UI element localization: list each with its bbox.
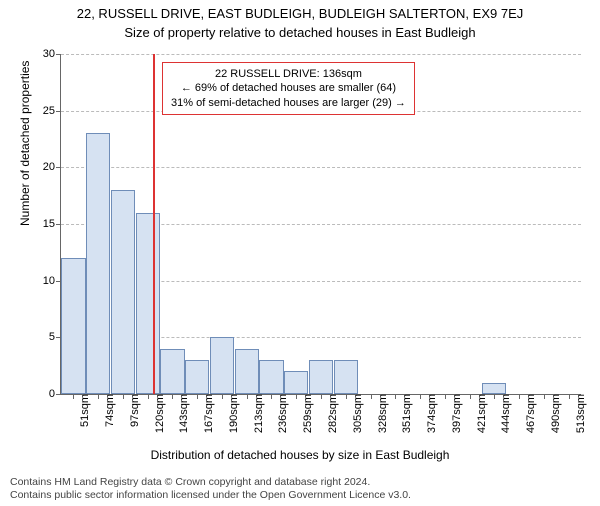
footer-line1: Contains HM Land Registry data © Crown c… — [10, 476, 590, 489]
histogram-bar — [185, 360, 209, 394]
histogram-bar — [259, 360, 283, 394]
histogram-bar — [210, 337, 234, 394]
annotation-line3: 31% of semi-detached houses are larger (… — [171, 96, 406, 110]
x-tick — [371, 394, 372, 399]
x-tick-label: 421sqm — [474, 394, 488, 433]
x-tick — [148, 394, 149, 399]
x-axis-label: Distribution of detached houses by size … — [0, 448, 600, 462]
annotation-line1: 22 RUSSELL DRIVE: 136sqm — [171, 67, 406, 81]
histogram-bar — [309, 360, 333, 394]
x-tick-label: 374sqm — [424, 394, 438, 433]
x-tick — [445, 394, 446, 399]
x-tick-label: 143sqm — [176, 394, 190, 433]
x-tick — [271, 394, 272, 399]
y-tick-label: 25 — [43, 105, 61, 117]
x-tick-label: 74sqm — [102, 394, 116, 427]
x-tick — [519, 394, 520, 399]
x-tick-label: 259sqm — [300, 394, 314, 433]
x-tick-label: 282sqm — [325, 394, 339, 433]
x-tick — [73, 394, 74, 399]
x-tick-label: 97sqm — [127, 394, 141, 427]
x-tick-label: 513sqm — [573, 394, 587, 433]
x-tick-label: 213sqm — [251, 394, 265, 433]
x-tick — [346, 394, 347, 399]
x-tick — [98, 394, 99, 399]
histogram-bar — [111, 190, 135, 394]
x-tick — [569, 394, 570, 399]
x-tick — [395, 394, 396, 399]
x-tick-label: 236sqm — [275, 394, 289, 433]
histogram-bar — [86, 133, 110, 394]
histogram-bar — [284, 371, 308, 394]
x-tick — [494, 394, 495, 399]
x-tick-label: 328sqm — [375, 394, 389, 433]
x-tick-label: 444sqm — [498, 394, 512, 433]
x-tick-label: 167sqm — [201, 394, 215, 433]
x-tick-label: 51sqm — [77, 394, 91, 427]
histogram-bar — [136, 213, 160, 394]
x-tick-label: 397sqm — [449, 394, 463, 433]
y-tick-label: 10 — [43, 275, 61, 287]
annotation-callout: 22 RUSSELL DRIVE: 136sqm ← 69% of detach… — [162, 62, 415, 115]
x-tick — [470, 394, 471, 399]
histogram-bar — [482, 383, 506, 394]
x-tick-label: 190sqm — [226, 394, 240, 433]
x-tick — [321, 394, 322, 399]
histogram-bar — [160, 349, 184, 394]
footer-line2: Contains public sector information licen… — [10, 489, 590, 502]
footer-attribution: Contains HM Land Registry data © Crown c… — [10, 476, 590, 502]
histogram-bar — [334, 360, 358, 394]
x-tick-label: 305sqm — [350, 394, 364, 433]
x-tick — [296, 394, 297, 399]
x-tick-label: 467sqm — [523, 394, 537, 433]
chart-title: 22, RUSSELL DRIVE, EAST BUDLEIGH, BUDLEI… — [0, 6, 600, 23]
grid-line — [61, 167, 581, 168]
y-tick-label: 5 — [49, 331, 61, 343]
annotation-line2: ← 69% of detached houses are smaller (64… — [171, 81, 406, 95]
property-marker-line — [153, 54, 155, 394]
chart-subtitle: Size of property relative to detached ho… — [0, 25, 600, 40]
x-tick — [247, 394, 248, 399]
histogram-bar — [61, 258, 85, 394]
x-tick-label: 351sqm — [399, 394, 413, 433]
x-tick — [544, 394, 545, 399]
y-tick-label: 15 — [43, 218, 61, 230]
y-tick-label: 0 — [49, 388, 61, 400]
x-tick-label: 490sqm — [548, 394, 562, 433]
x-tick — [197, 394, 198, 399]
histogram-bar — [235, 349, 259, 394]
x-tick — [172, 394, 173, 399]
grid-line — [61, 54, 581, 55]
x-tick — [420, 394, 421, 399]
x-tick — [123, 394, 124, 399]
x-tick — [222, 394, 223, 399]
y-tick-label: 20 — [43, 161, 61, 173]
x-tick-label: 120sqm — [152, 394, 166, 433]
y-tick-label: 30 — [43, 48, 61, 60]
histogram-chart: 05101520253051sqm74sqm97sqm120sqm143sqm1… — [60, 54, 580, 394]
y-axis-label: Number of detached properties — [18, 61, 32, 226]
